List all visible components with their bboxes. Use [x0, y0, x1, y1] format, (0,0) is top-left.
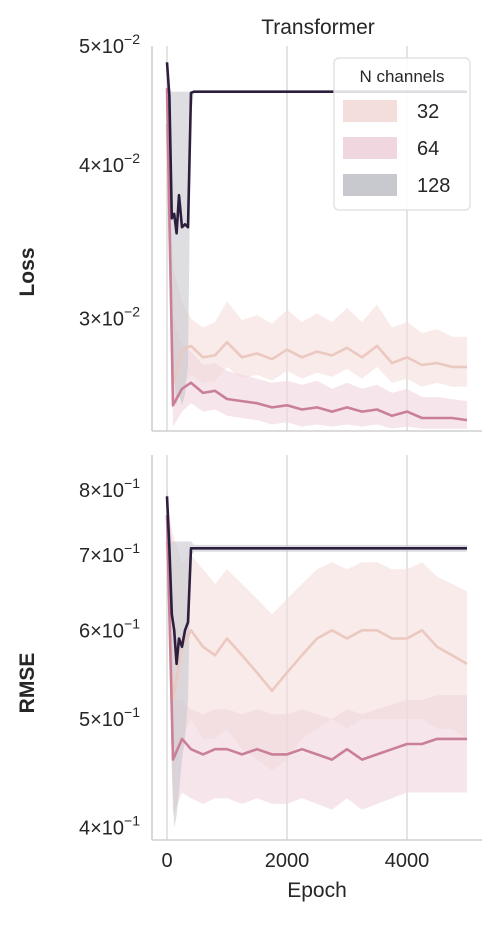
- band-64: [167, 73, 467, 429]
- series-line-128: [165, 62, 467, 235]
- series-line-64: [165, 88, 468, 422]
- legend-frame: [333, 57, 471, 211]
- series-line-64: [165, 515, 467, 761]
- legend-label: 64: [417, 138, 439, 160]
- series-line-32: [165, 541, 468, 702]
- rmse-panel: 8×10−1 7×10−1 6×10−1 5×10−1 4×10−1 0 2000 4000 E…: [16, 455, 482, 902]
- y-tick-label: 5×10−2: [79, 31, 140, 58]
- legend-swatch-64: [343, 137, 397, 159]
- x-tick-label: 0: [161, 850, 172, 872]
- legend-title: N channels: [359, 67, 444, 86]
- x-tick-label: 2000: [265, 850, 310, 872]
- legend: N channels 32 64 128: [333, 57, 471, 211]
- legend-label: 128: [417, 175, 450, 197]
- y-tick-label: 8×10−1: [79, 475, 140, 502]
- y-tick-label: 4×10−2: [79, 150, 140, 177]
- series-line-128: [165, 496, 467, 666]
- y-tick-label: 3×10−2: [79, 304, 140, 331]
- loss-panel: 5×10−2 4×10−2 3×10−2 Loss N channels 32 64 128: [16, 31, 482, 432]
- legend-label: 32: [417, 101, 439, 123]
- legend-swatch-128: [343, 174, 397, 196]
- y-tick-label: 4×10−1: [79, 813, 140, 840]
- x-axis-label: Epoch: [287, 879, 347, 902]
- band-64: [167, 490, 467, 816]
- chart-title: Transformer: [261, 16, 375, 39]
- series-line-32: [165, 123, 467, 387]
- legend-swatch-32: [343, 100, 397, 122]
- y-tick-label: 5×10−1: [79, 704, 140, 731]
- x-tick-label: 4000: [385, 850, 430, 872]
- y-axis-label: RMSE: [16, 653, 39, 714]
- y-axis-label: Loss: [16, 247, 39, 296]
- y-tick-label: 6×10−1: [79, 615, 140, 642]
- band-32: [167, 102, 467, 406]
- y-tick-label: 7×10−1: [79, 540, 140, 567]
